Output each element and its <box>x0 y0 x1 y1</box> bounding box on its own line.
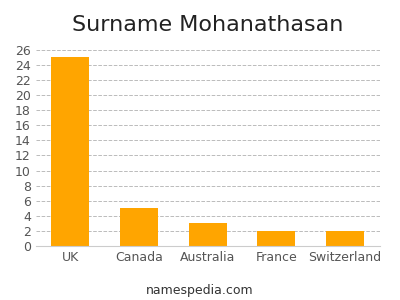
Bar <box>326 231 364 246</box>
Bar <box>189 224 226 246</box>
Title: Surname Mohanathasan: Surname Mohanathasan <box>72 15 343 35</box>
Bar <box>120 208 158 246</box>
Bar <box>258 231 295 246</box>
Text: namespedia.com: namespedia.com <box>146 284 254 297</box>
Bar <box>51 57 89 246</box>
